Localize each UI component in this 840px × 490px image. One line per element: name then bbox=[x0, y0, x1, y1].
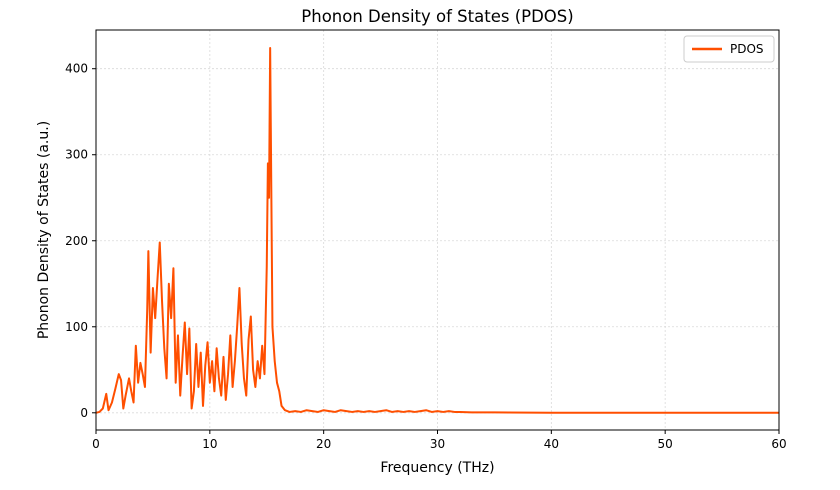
x-tick-label: 60 bbox=[771, 437, 786, 451]
legend: PDOS bbox=[683, 35, 775, 63]
y-tick-label: 200 bbox=[65, 234, 88, 248]
x-axis-label: Frequency (THz) bbox=[380, 460, 494, 476]
x-axis: 0 10 20 30 40 50 60 bbox=[92, 430, 787, 451]
x-tick-label: 40 bbox=[544, 437, 559, 451]
y-tick-label: 100 bbox=[65, 320, 88, 334]
x-tick-label: 0 bbox=[92, 437, 100, 451]
x-tick-label: 50 bbox=[658, 437, 673, 451]
legend-box bbox=[683, 35, 775, 63]
y-axis-label: Phonon Density of States (a.u.) bbox=[36, 121, 52, 339]
series-line-pdos bbox=[95, 47, 779, 414]
x-tick-label: 30 bbox=[430, 437, 445, 451]
chart-title: Phonon Density of States (PDOS) bbox=[301, 7, 573, 26]
y-tick-label: 300 bbox=[65, 148, 88, 162]
x-tick-label: 20 bbox=[316, 437, 331, 451]
legend-label-pdos: PDOS bbox=[730, 42, 764, 56]
x-tick-label: 10 bbox=[202, 437, 217, 451]
plot-area bbox=[95, 47, 779, 414]
y-tick-label: 0 bbox=[80, 406, 88, 420]
y-axis: 0 100 200 300 400 bbox=[65, 62, 96, 420]
y-tick-label: 400 bbox=[65, 62, 88, 76]
